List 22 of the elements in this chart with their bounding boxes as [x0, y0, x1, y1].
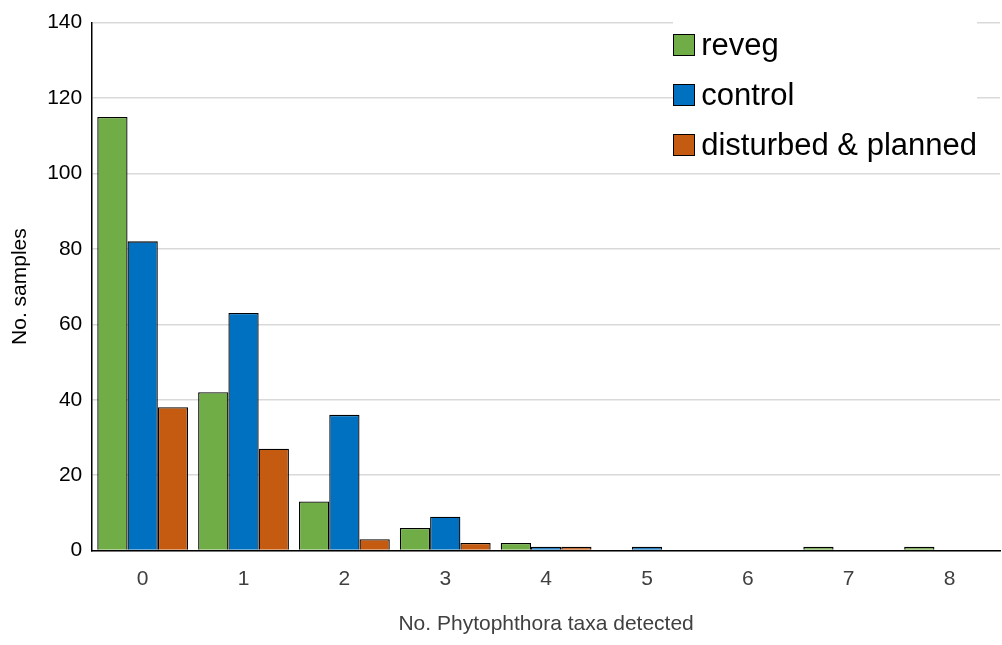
legend-label: reveg — [701, 27, 779, 63]
y-tick-label: 140 — [47, 9, 83, 33]
x-tick-label: 8 — [943, 566, 956, 589]
x-tick-label: 4 — [540, 566, 553, 589]
x-axis-title: No. Phytophthora taxa detected — [398, 611, 694, 635]
y-tick-label: 120 — [47, 84, 83, 108]
x-tick-label: 6 — [742, 566, 754, 589]
x-tick-label: 7 — [842, 566, 855, 589]
y-tick-label: 80 — [58, 235, 83, 259]
x-tick-label: 5 — [641, 566, 653, 589]
x-tick-label: 3 — [439, 566, 452, 589]
legend-label: control — [701, 77, 795, 113]
x-tick-label: 1 — [237, 566, 250, 589]
x-tick-label: 0 — [136, 566, 149, 589]
x-tick-label: 2 — [338, 566, 351, 589]
y-tick-label: 20 — [58, 461, 83, 485]
legend-label: disturbed & planned — [701, 127, 977, 163]
y-tick-label: 60 — [58, 311, 83, 335]
y-tick-label: 0 — [70, 537, 83, 561]
y-axis-title: No. samples — [7, 228, 31, 345]
y-tick-label: 100 — [47, 160, 83, 184]
y-tick-label: 40 — [58, 386, 83, 410]
